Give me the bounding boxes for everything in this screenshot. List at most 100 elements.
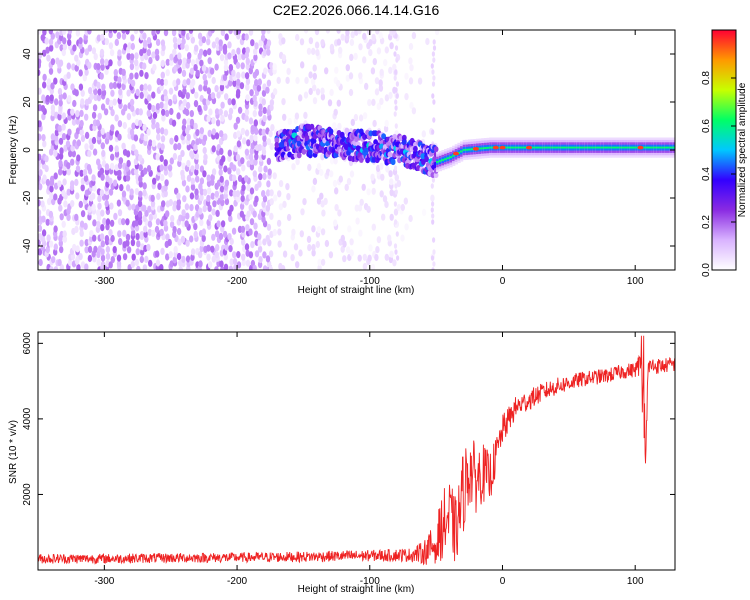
spectrogram-cell <box>151 117 156 125</box>
spectrogram-cell <box>95 119 101 127</box>
spectrogram-cell <box>214 63 219 71</box>
spectrogram-cell <box>144 209 149 217</box>
spectrogram-cell <box>207 261 213 269</box>
spectrogram-cell <box>260 34 266 42</box>
spectrogram-cell <box>253 222 258 230</box>
spectrogram-cell <box>266 79 272 87</box>
spectrogram-cell <box>74 89 79 97</box>
spectrogram-cell <box>58 168 63 176</box>
spectrogram-cell <box>430 255 435 261</box>
spectrogram-cell <box>241 71 246 79</box>
spectrogram-cell <box>142 39 148 47</box>
spectrogram-cell <box>334 204 339 212</box>
spectrogram-cell <box>59 246 64 254</box>
spectrogram-cell <box>139 231 145 239</box>
spectrogram-cell <box>389 42 394 50</box>
spectrogram-cell <box>199 177 205 185</box>
spectrogram-cell <box>333 108 338 116</box>
spectrogram-cell <box>372 119 377 128</box>
spectrogram-cell <box>129 72 134 80</box>
spectrogram-cell <box>329 157 335 165</box>
spectrogram-cell <box>66 71 71 79</box>
spectrogram-cell <box>235 116 241 124</box>
spectrogram-cell <box>202 73 207 81</box>
spectrogram-cell <box>143 225 148 233</box>
spectrogram-cell <box>645 146 650 149</box>
spectrogram-cell <box>110 234 115 243</box>
spectrogram-cell <box>394 33 398 39</box>
spectrogram-cell <box>189 192 195 200</box>
spectrogram-cell <box>227 41 232 49</box>
spectrogram-cell <box>87 61 92 69</box>
spectrogram-cell <box>199 165 205 173</box>
spectrogram-cell <box>38 153 42 161</box>
spectrogram-cell <box>587 146 591 149</box>
spectrogram-cell <box>138 164 143 172</box>
spectrogram-cell <box>74 54 79 62</box>
spectrogram-cell <box>114 150 120 158</box>
spectrogram-cell <box>262 106 267 115</box>
spectrogram-cell <box>432 156 437 163</box>
spectrogram-cell <box>372 58 377 66</box>
spectrogram-cell <box>431 93 435 99</box>
spectrogram-cell <box>91 203 96 211</box>
spectrogram-cell <box>62 30 67 35</box>
spectrogram-cell <box>130 34 135 42</box>
spectrogram-cell <box>379 68 384 76</box>
spectrogram-cell <box>245 83 250 91</box>
spectrogram-cell <box>244 108 250 116</box>
spectrogram-cell <box>393 208 399 216</box>
spectrogram-cell <box>311 243 316 252</box>
spectrogram-cell <box>374 88 380 96</box>
spectrogram-cell <box>333 219 338 227</box>
spectrogram-cell <box>108 59 113 67</box>
spectrogram-cell <box>168 199 173 207</box>
spectrogram-cell <box>87 44 93 52</box>
spectrogram-cell <box>338 46 343 55</box>
spectrogram-cell <box>99 189 105 197</box>
spectrogram-cell <box>236 71 241 79</box>
spectrogram-cell <box>258 109 263 117</box>
spectrogram-cell <box>62 92 67 100</box>
spectrogram-cell <box>198 84 203 92</box>
spectrogram-cell <box>160 247 165 255</box>
spectrogram-cell <box>368 39 373 47</box>
spectrogram-cell <box>394 123 398 129</box>
spectrogram-cell <box>38 58 42 66</box>
spectrogram-cell <box>201 36 206 44</box>
spectrogram-cell <box>129 63 135 71</box>
spectrogram-cell <box>177 238 182 246</box>
spectrogram-cell <box>186 78 191 86</box>
spectrogram-cell <box>497 146 501 149</box>
spectrogram-cell <box>136 240 141 248</box>
spectrogram-cell <box>233 263 238 270</box>
spectrogram-cell <box>317 258 322 266</box>
spectrogram-cell <box>38 199 41 207</box>
spectrogram-cell <box>104 38 110 46</box>
spectrogram-cell <box>202 188 208 196</box>
spectrogram-cell <box>117 169 122 177</box>
spectrogram-cell <box>182 79 187 87</box>
spectrogram-cell <box>312 72 317 80</box>
spectrogram-cell <box>215 37 220 45</box>
spectrogram-cell <box>100 173 105 181</box>
spectrogram-cell <box>67 95 72 103</box>
spectrogram-cell <box>248 204 253 212</box>
spectrogram-cell <box>257 233 262 241</box>
spectrogram-cell <box>526 145 532 150</box>
spectrogram-cell <box>315 88 321 96</box>
spectrogram-cell <box>510 146 514 149</box>
spectrogram-cell <box>432 117 436 123</box>
spectrogram-cell <box>53 149 58 157</box>
spectrogram-cell <box>51 256 56 264</box>
spectrogram-cell <box>249 89 254 97</box>
spectrogram-cell <box>84 48 90 56</box>
spectrogram-cell <box>100 57 105 66</box>
spectrogram-cell <box>185 239 190 247</box>
spectrogram-cell <box>383 125 389 133</box>
spectrogram-cell <box>310 78 316 86</box>
spectrogram-cell <box>571 146 575 149</box>
spectrogram-cell <box>54 129 60 137</box>
spectrogram-cell <box>310 138 317 144</box>
spectrogram-cell <box>84 246 89 254</box>
